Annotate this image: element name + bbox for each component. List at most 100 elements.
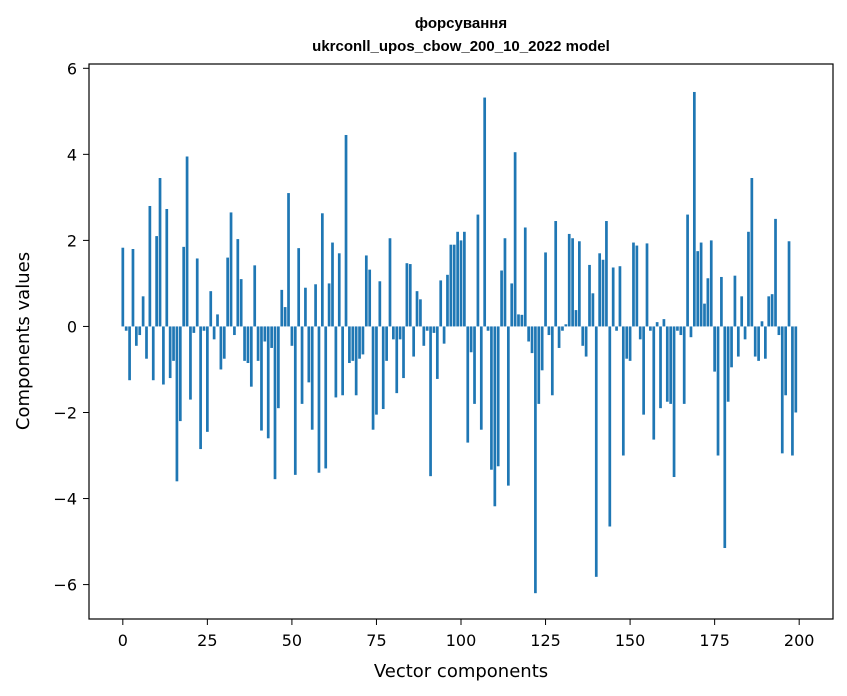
bar [314,284,317,327]
bar [611,267,615,327]
bar [341,326,344,396]
bar [398,326,402,340]
y-tick-label: −4 [53,490,77,509]
bar [584,326,588,357]
bar [621,326,625,456]
bar [277,326,280,409]
bar [435,326,439,379]
bar [304,287,307,327]
bar [351,326,355,361]
bar [148,205,152,327]
bar [415,291,419,327]
x-tick-label: 125 [530,631,561,650]
bar [567,233,571,327]
bar [679,326,683,336]
bar [750,178,754,327]
bar [709,240,713,327]
bar [473,326,476,404]
y-tick-label: −6 [53,576,77,595]
bar [141,296,145,327]
bar [307,326,311,383]
bar [699,242,703,327]
bar [273,326,277,480]
bar [550,326,554,396]
bar [774,218,777,327]
bar [676,326,679,331]
bar [506,326,510,486]
bar [601,259,605,327]
bar [659,326,662,409]
bar [199,326,202,450]
bar [662,319,666,327]
bar [757,326,760,361]
x-tick-label: 25 [197,631,217,650]
bar [547,326,551,336]
bar [216,314,219,327]
x-tick-label: 0 [118,631,128,650]
bar [493,326,497,507]
bar [557,326,561,348]
bar [361,326,365,355]
bar [446,274,449,327]
bar [392,326,395,340]
bar [209,291,213,327]
bar [422,326,426,346]
bar [534,326,537,594]
x-axis-label: Vector components [374,661,548,682]
bar [425,326,429,331]
bar [733,275,737,327]
bar [537,326,541,404]
bar [412,326,416,357]
bar [263,326,267,342]
y-tick-label: 4 [67,145,77,164]
bar [618,266,622,327]
y-tick-label: 0 [67,317,77,336]
bar [405,263,409,327]
bar [320,213,324,327]
bar [777,326,781,336]
x-tick-label: 175 [699,631,730,650]
bar [243,326,246,361]
bar [395,326,399,394]
bar [730,326,733,368]
bar [239,279,243,327]
bar [594,326,598,577]
bar [527,326,530,342]
bar [513,152,517,327]
bar [496,326,500,467]
bar [459,240,463,327]
bar [368,269,372,327]
bar [571,238,574,327]
bar [195,258,199,327]
bar [638,326,642,340]
bar [202,326,206,331]
x-tick-label: 100 [446,631,477,650]
bar [429,326,432,477]
bar [138,326,142,336]
bar [736,326,740,357]
bar [124,326,128,331]
bar [740,296,744,327]
bar [432,326,436,333]
bar [689,326,693,338]
bar [162,326,165,385]
bar [490,326,493,470]
bar [703,303,706,327]
bar [381,326,385,410]
bar [249,326,253,387]
bar [165,208,169,327]
bar [466,326,470,443]
bar [615,326,618,331]
bar [665,326,669,402]
bar [743,326,747,340]
bar [297,248,301,327]
bar [544,252,547,327]
bar [780,326,784,454]
bar [317,326,321,473]
bar [300,326,304,404]
bar [419,299,422,327]
bar [720,276,723,327]
bar [344,134,348,327]
bar [716,326,720,456]
bar [784,326,788,396]
